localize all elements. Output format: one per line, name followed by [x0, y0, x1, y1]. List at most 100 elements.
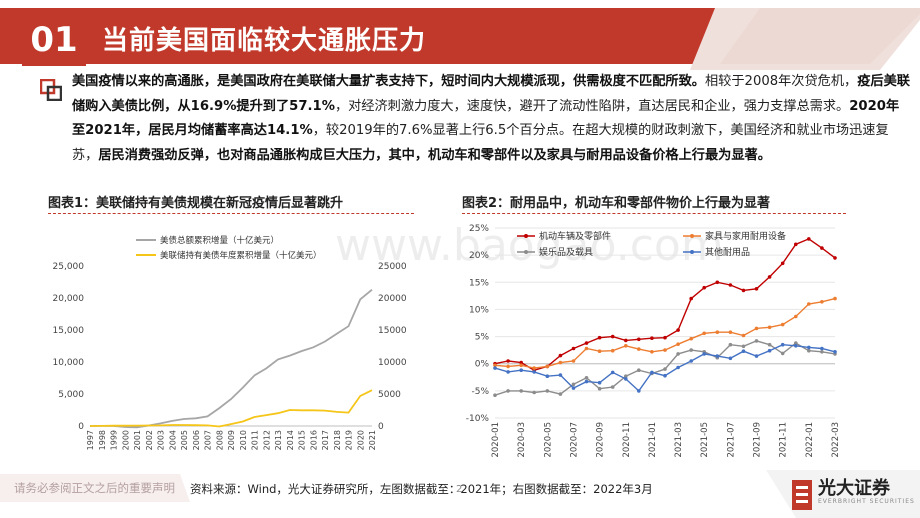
chart2-x-tick-label: 2020-07: [569, 422, 579, 458]
chart2-point-0: [728, 283, 733, 287]
chart2-point-1: [715, 330, 720, 334]
chart1-x-tick-label: 2020: [356, 430, 365, 450]
chart2-point-2: [584, 376, 589, 380]
chart1-x-tick-label: 2009: [227, 430, 236, 450]
chart2-point-1: [545, 364, 550, 369]
chart2-point-3: [545, 374, 550, 378]
chart2-legend-label-0: 机动车辆及零部件: [539, 230, 611, 242]
chart2-point-1: [519, 363, 523, 368]
chart2-point-3: [820, 346, 824, 351]
chart2-point-1: [794, 314, 798, 319]
chart1-legend-label-0: 美债总额累积增量（十亿美元）: [160, 235, 279, 246]
chart2-point-2: [506, 389, 510, 393]
chart2-point-2: [637, 368, 641, 372]
chart2-point-1: [584, 346, 589, 351]
chart2-point-0: [702, 285, 706, 290]
para-sentence-3: 疫后美联储购入美债比例，从16.9%提升到了57.1%: [72, 74, 910, 114]
logo-subtitle: EVERBRIGHT SECURITIES: [818, 498, 915, 505]
chart2-point-1: [820, 300, 824, 304]
header-bar: 01 当前美国面临较大通胀压力: [0, 0, 920, 78]
chart2-svg: -10% -5% 0% 5% 10% 15% 20% 25% 2020-01 2020-03 202…: [466, 224, 841, 458]
chart2-x-tick-label: 2021-05: [700, 422, 710, 458]
chart2-point-1: [728, 330, 733, 334]
chart2-point-3: [689, 359, 693, 363]
chart1-yleft-tick-label: 5,000: [58, 390, 84, 400]
chart2-point-3: [702, 352, 706, 356]
para-sentence-5: 2020年至2021年，居民月均储蓄率高达14.1%: [72, 98, 900, 139]
chart2-point-2: [754, 339, 759, 343]
section-number: 01: [30, 20, 78, 60]
chart2-point-2: [532, 390, 536, 395]
logo-text: 光大证券: [818, 478, 890, 499]
footer-disclaimer[interactable]: 请务必参阅正文之后的重要声明: [14, 481, 175, 495]
chart2-point-2: [571, 382, 576, 387]
chart2-caption: 图表2：耐用品中，机动车和零部件物价上行最为显著: [462, 196, 771, 211]
chart1-x-tick-label: 1999: [110, 430, 119, 450]
chart2-point-3: [637, 389, 641, 393]
chart2-point-0: [689, 296, 693, 301]
chart2-point-1: [610, 348, 615, 353]
chart2-x-tick-label: 2022-01: [805, 422, 815, 458]
chart2-point-2: [545, 389, 550, 393]
chart1-x-tick-label: 2013: [274, 430, 283, 450]
chart1-caption: 图表1：美联储持有美债规模在新冠疫情后显著跳升: [48, 196, 344, 211]
chart2-point-0: [597, 335, 602, 340]
chart2-y-tick-label: -5%: [471, 387, 489, 397]
chart1-yleft-tick-label: 25,000: [53, 262, 85, 272]
chart2-point-0: [519, 360, 523, 365]
chart2-x-tick-label: 2021-11: [779, 422, 789, 458]
chart2-point-0: [794, 242, 798, 247]
para-sentence-6: ，较2019年的7.6%显著上行6.5个百分点。在超大规模的财政刺激下，美国经济…: [72, 123, 889, 163]
chart2-point-1: [676, 342, 680, 346]
chart2-x-tick-label: 2020-01: [491, 422, 501, 458]
chart2-x-tick-label: 2020-09: [596, 422, 606, 458]
chart2-caption-rule: [462, 213, 846, 214]
chart1-legend-label-1: 美联储持有美债年度累积增量（十亿美元）: [160, 250, 322, 261]
chart2-legend-dot-2: [524, 250, 528, 254]
chart1-x-tick-label: 2000: [121, 430, 130, 450]
bullet-square-icon: [40, 79, 62, 101]
chart1-x-tick-label: 2006: [192, 430, 201, 450]
chart2-point-3: [493, 366, 497, 370]
source-note: 资料来源：Wind，光大证券研究所，左图数据截至：2021年；右图数据截至：20…: [190, 482, 653, 496]
chart2-point-0: [584, 341, 589, 345]
chart2-point-1: [689, 336, 693, 341]
chart1-yright-tick-label: 5000: [378, 390, 401, 400]
chart2-point-3: [519, 368, 523, 372]
chart1-series-line-0: [89, 289, 373, 429]
chart2-point-0: [676, 328, 680, 332]
chart2-point-0: [807, 237, 811, 241]
chart2-point-3: [571, 386, 576, 390]
chart2-point-2: [820, 350, 824, 354]
chart1-x-tick-label: 2007: [204, 430, 213, 450]
chart2-point-0: [754, 287, 759, 291]
chart2-point-3: [728, 356, 733, 361]
chart1-yleft-tick-label: 20,000: [53, 294, 85, 304]
chart1-x-tick-label: 2003: [157, 430, 166, 450]
chart2-point-3: [624, 377, 628, 381]
chart2-point-3: [676, 365, 680, 370]
chart2-x-tick-label: 2020-11: [622, 422, 632, 458]
footer-note-background: [0, 474, 190, 502]
chart2-point-2: [807, 348, 811, 353]
section-number-box: 01: [22, 14, 86, 66]
para-sentence-7: 居民消费强劲反弹，也对商品通胀构成巨大压力，其中，机动车和零部件以及家具与耐用品…: [98, 147, 771, 163]
chart2-point-0: [571, 346, 576, 351]
chart2-point-1: [767, 325, 772, 330]
page-number: 2: [456, 484, 463, 495]
chart2-point-2: [794, 341, 798, 345]
chart2-point-1: [780, 322, 785, 327]
chart2-point-2: [558, 392, 563, 396]
chart2-point-1: [754, 326, 759, 331]
chart2-point-0: [767, 275, 772, 279]
chart2-point-0: [820, 246, 824, 250]
chart1-x-tick-label: 2015: [298, 430, 307, 450]
chart1-yleft-tick-label: 15,000: [53, 326, 85, 336]
chart2-point-1: [741, 333, 746, 338]
chart2-point-2: [519, 389, 523, 393]
chart2-y-tick-label: 10%: [469, 305, 489, 315]
chart2-point-2: [741, 344, 746, 349]
chart2-point-1: [833, 296, 837, 301]
chart2-point-2: [767, 342, 772, 347]
chart1-yright-tick-label: 15000: [378, 326, 407, 336]
